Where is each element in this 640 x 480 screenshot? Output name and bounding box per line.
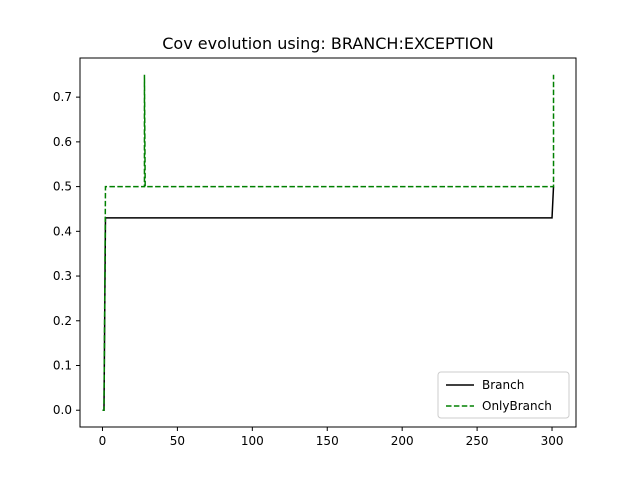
x-tick-label: 50 [170,434,185,448]
axis-ticks: 0 50 100 150 200 250 300 0.0 0.1 0.2 0.3 0.4 0.5 0.6 0… [53,90,564,448]
x-tick-label: 250 [466,434,489,448]
y-tick-label: 0.4 [53,224,72,238]
legend-label-onlybranch: OnlyBranch [482,399,552,413]
y-tick-label: 0.7 [53,90,72,104]
y-tick-label: 0.6 [53,135,72,149]
x-tick-label: 100 [241,434,264,448]
plot-series [102,74,555,411]
x-tick-label: 150 [316,434,339,448]
y-tick-label: 0.0 [53,403,72,417]
plot-frame [79,57,577,428]
y-tick-label: 0.5 [53,180,72,194]
x-tick-label: 300 [541,434,564,448]
y-tick-label: 0.2 [53,314,72,328]
legend-label-branch: Branch [482,378,524,392]
x-tick-label: 200 [391,434,414,448]
x-tick-label: 0 [99,434,107,448]
y-tick-label: 0.3 [53,269,72,283]
chart-title: Cov evolution using: BRANCH:EXCEPTION [162,34,493,53]
y-tick-label: 0.1 [53,359,72,373]
series-line-onlybranch [102,74,555,411]
legend: Branch OnlyBranch [437,371,570,419]
